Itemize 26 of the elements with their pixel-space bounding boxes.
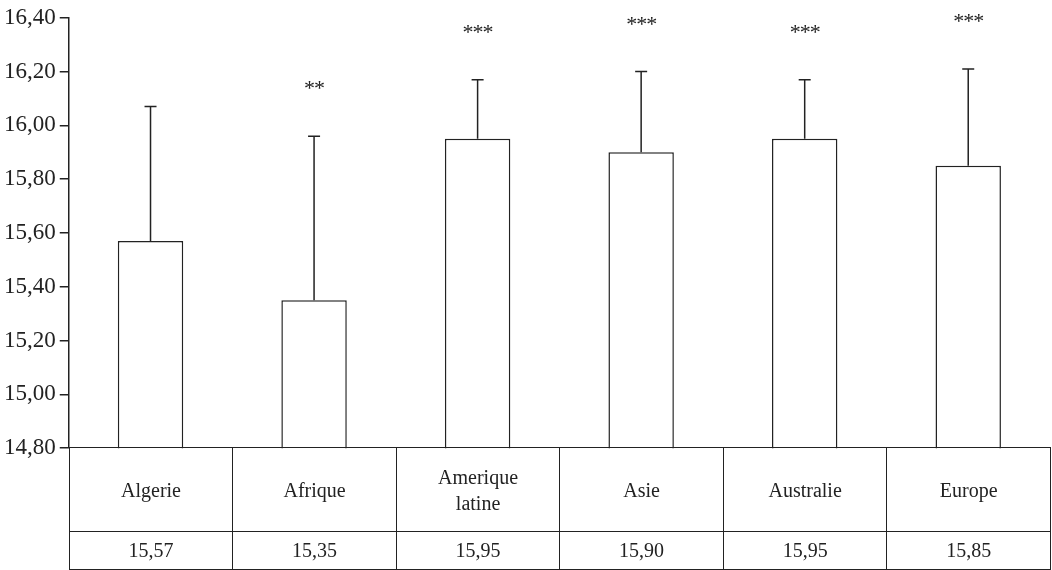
annotation: *** [462, 18, 493, 44]
x-tick-label: Asie [559, 447, 724, 532]
y-tick-label: 14,80 [4, 434, 56, 460]
annotation: ** [304, 75, 325, 101]
annotation: *** [789, 18, 820, 44]
x-tick-label: Amerique latine [396, 447, 560, 532]
y-tick-label: 15,00 [4, 380, 56, 406]
data-label: 15,35 [232, 531, 397, 570]
y-tick-label: 15,40 [4, 272, 56, 298]
x-tick-label: Australie [723, 447, 887, 532]
annotation: *** [953, 7, 984, 33]
y-tick-label: 15,20 [4, 326, 56, 352]
y-tick-label: 16,00 [4, 111, 56, 137]
y-tick-label: 16,20 [4, 57, 56, 83]
data-label: 15,57 [69, 531, 233, 570]
y-tick-label: 15,60 [4, 219, 56, 245]
x-tick-label: Algerie [69, 447, 233, 532]
data-label: 15,95 [396, 531, 560, 570]
data-label: 15,95 [723, 531, 887, 570]
x-tick-label: Afrique [232, 447, 397, 532]
data-label: 15,90 [559, 531, 724, 570]
y-tick-label: 16,40 [4, 3, 56, 29]
annotation: *** [626, 10, 657, 36]
y-tick-label: 15,80 [4, 165, 56, 191]
data-label: 15,85 [886, 531, 1051, 570]
x-tick-label: Europe [886, 447, 1051, 532]
